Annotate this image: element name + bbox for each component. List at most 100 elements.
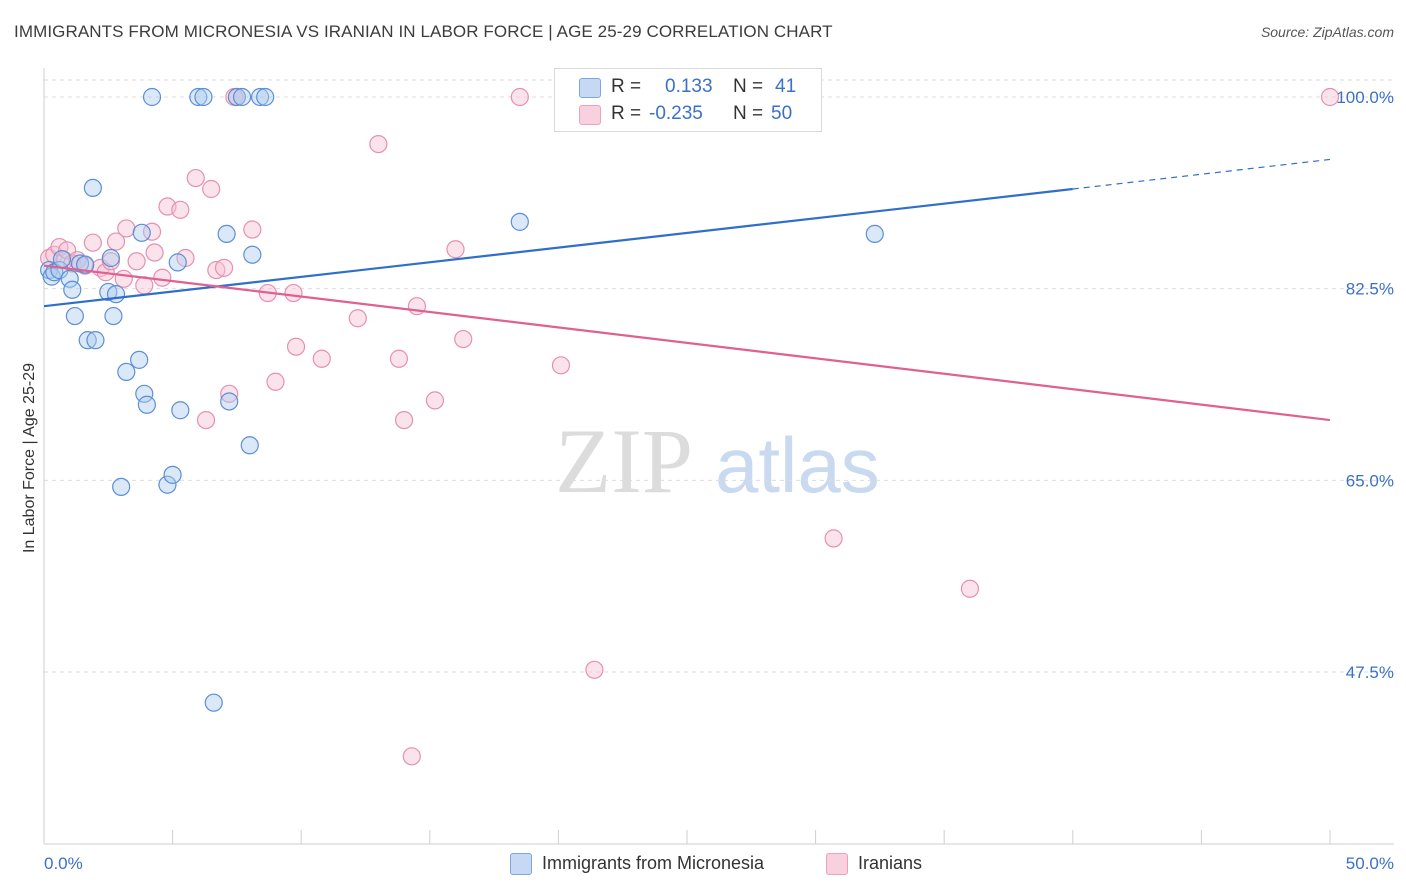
micronesia-point — [220, 392, 239, 411]
iranians-point — [145, 243, 164, 262]
micronesia-point — [217, 224, 236, 244]
x-tick-label-min: 0.0% — [44, 854, 83, 873]
iranians-point — [153, 268, 172, 287]
iranians-point — [214, 258, 234, 277]
iranians-point — [389, 349, 409, 368]
micronesia-point — [104, 306, 123, 326]
stats-legend: R = 0.133 N = 41 R = -0.235 N = 50 — [554, 68, 822, 132]
micronesia-point — [240, 436, 259, 455]
micronesia-point — [52, 249, 72, 269]
legend-label-iranians: Iranians — [858, 853, 923, 873]
micronesia-point — [117, 362, 136, 382]
y-tick-label: 47.5% — [1346, 663, 1394, 682]
micronesia-point — [158, 475, 177, 494]
iranians-point — [960, 579, 980, 598]
iranians-point — [446, 240, 465, 259]
micronesia-point — [865, 224, 884, 244]
micronesia-point — [130, 350, 149, 369]
legend-r-label: R = — [611, 103, 642, 124]
axes — [43, 68, 1394, 845]
iranians-point — [369, 134, 388, 154]
iranians-point — [286, 337, 306, 356]
legend-swatch-pink — [826, 853, 848, 875]
y-tick-labels: 47.5% 65.0% 82.5% 100.0% — [1336, 88, 1394, 682]
iranians-point — [312, 349, 331, 368]
y-tick-label: 100.0% — [1336, 88, 1394, 107]
legend-n-label: N = — [733, 76, 764, 97]
micronesia-point — [204, 693, 223, 712]
iranians-trend-line — [43, 264, 1331, 422]
legend-label-micronesia: Immigrants from Micronesia — [542, 853, 765, 873]
iranians-point — [394, 410, 414, 430]
chart-title: IMMIGRANTS FROM MICRONESIA VS IRANIAN IN… — [14, 22, 833, 41]
micronesia-point — [189, 87, 208, 107]
micronesia-point — [137, 395, 156, 414]
iranians-point — [284, 283, 303, 303]
micronesia-point — [106, 285, 126, 304]
micronesia-point — [232, 87, 252, 107]
legend-swatch-pink — [579, 105, 601, 125]
watermark: ZIP atlas — [555, 410, 880, 512]
micronesia-point — [168, 253, 187, 272]
x-tick-label-max: 50.0% — [1346, 854, 1394, 873]
iranians-point — [196, 410, 216, 430]
iranians-point — [348, 309, 367, 328]
micronesia-trend-extension — [1072, 158, 1331, 190]
micronesia-point — [135, 384, 154, 403]
micronesia-point — [86, 331, 105, 350]
legend-swatch-blue — [510, 853, 532, 875]
iranians-point — [117, 219, 136, 238]
legend-r-value: -0.235 — [649, 103, 703, 124]
iranians-point — [171, 200, 190, 219]
micronesia-point — [510, 212, 529, 231]
micronesia-point — [63, 280, 82, 299]
micronesia-point — [256, 87, 275, 107]
iranians-point — [454, 329, 473, 349]
micronesia-point — [243, 245, 262, 264]
grid-lines — [44, 79, 1392, 673]
legend-n-value: 50 — [771, 103, 793, 124]
legend-swatch-blue — [579, 78, 601, 98]
micronesia-point — [83, 178, 102, 198]
iranians-point — [106, 232, 126, 251]
iranians-point — [510, 87, 529, 107]
micronesia-point — [227, 87, 246, 107]
watermark-zip: ZIP — [555, 410, 693, 512]
iranians-point — [114, 269, 133, 288]
iranians-point — [127, 252, 146, 271]
iranians-point — [551, 356, 571, 375]
legend-r-label: R = — [611, 76, 642, 97]
iranians-point — [585, 660, 604, 679]
micronesia-point — [171, 401, 190, 420]
trend-lines — [43, 158, 1331, 422]
watermark-atlas: atlas — [715, 421, 880, 509]
y-tick-label: 82.5% — [1346, 280, 1394, 299]
y-tick-label: 65.0% — [1346, 471, 1394, 490]
source-note: Source: ZipAtlas.com — [1260, 24, 1394, 40]
micronesia-point — [60, 269, 79, 288]
micronesia-point — [250, 87, 270, 107]
micronesia-point — [78, 331, 97, 350]
iranians-point — [824, 529, 843, 548]
legend-n-label: N = — [733, 103, 764, 124]
iranians-point — [402, 747, 421, 766]
iranians-point — [243, 220, 262, 239]
micronesia-point — [194, 87, 213, 107]
iranians-point — [220, 384, 239, 403]
iranians-point — [202, 179, 221, 199]
iranians-point — [266, 372, 285, 391]
micronesia-point — [76, 255, 95, 274]
micronesia-point — [163, 465, 182, 484]
iranians-point — [1320, 87, 1340, 107]
iranians-point — [425, 391, 445, 410]
micronesia-points — [40, 87, 884, 712]
iranians-point — [83, 233, 102, 252]
legend-r-value: 0.133 — [665, 76, 713, 97]
micronesia-point — [132, 223, 151, 242]
micronesia-point — [142, 87, 162, 107]
micronesia-point — [112, 477, 131, 497]
iranians-point — [186, 168, 205, 188]
micronesia-point — [65, 306, 84, 326]
legend-n-value: 41 — [775, 76, 797, 97]
